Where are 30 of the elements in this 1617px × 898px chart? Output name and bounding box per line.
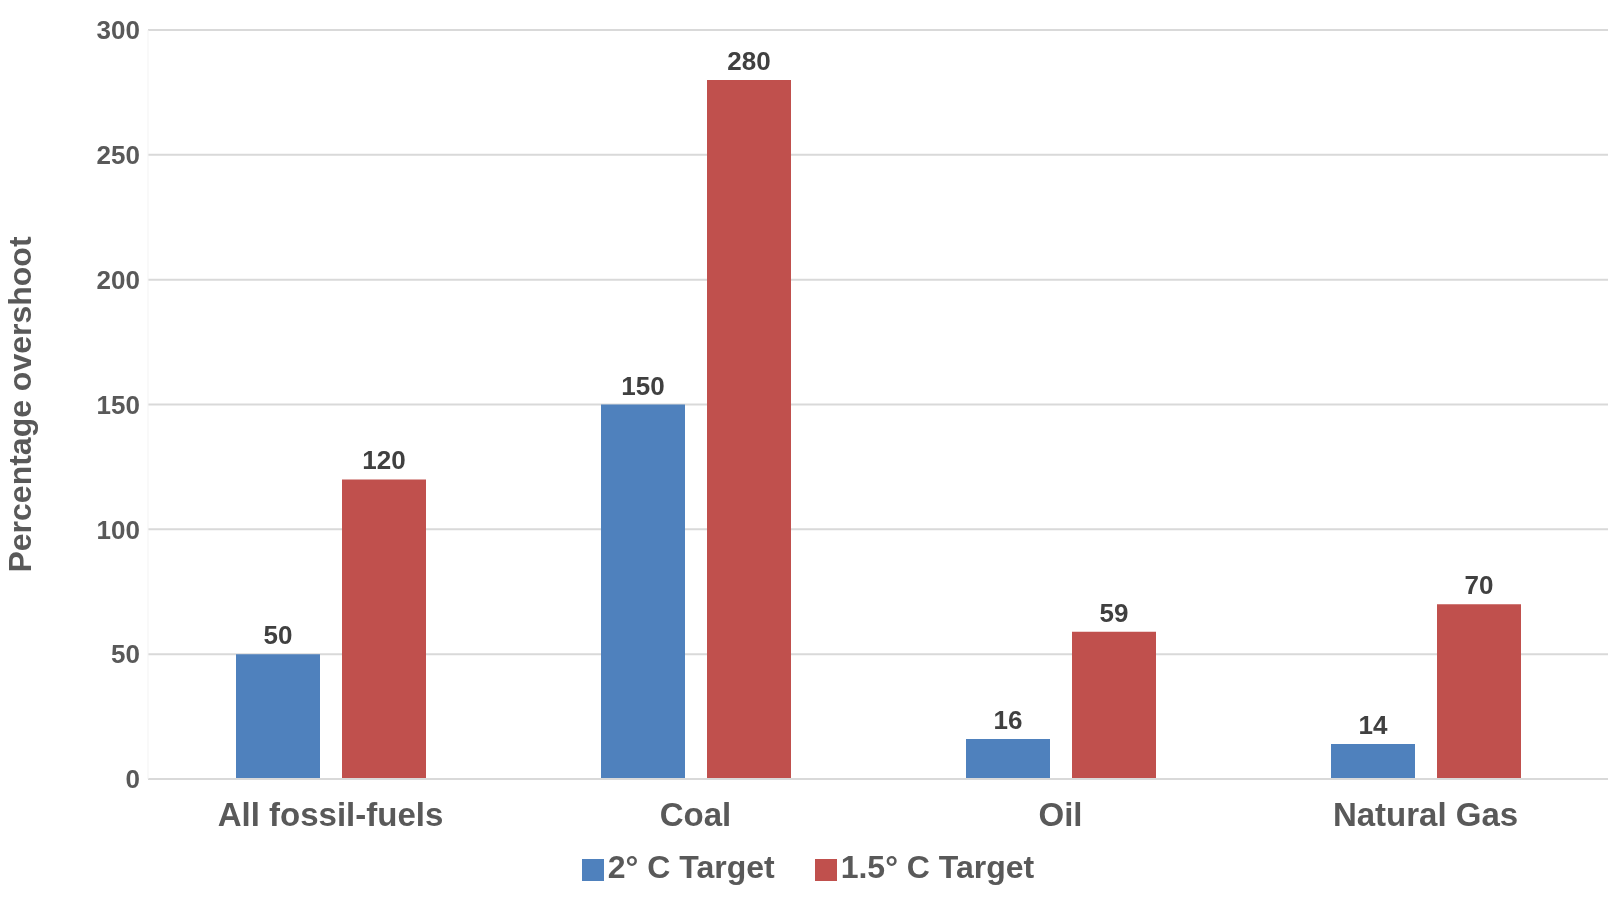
x-tick-label: All fossil-fuels xyxy=(217,796,444,834)
y-tick-label: 200 xyxy=(96,264,140,295)
data-label: 16 xyxy=(993,705,1023,736)
y-tick-label: 0 xyxy=(125,764,140,795)
data-label: 280 xyxy=(727,45,771,76)
y-axis-title: Percentage overshoot xyxy=(2,236,39,573)
legend-label: 1.5° C Target xyxy=(840,849,1035,885)
x-tick-label: Natural Gas xyxy=(1332,796,1519,834)
x-tick-label: Coal xyxy=(659,796,732,834)
data-label: 120 xyxy=(362,445,406,476)
bar xyxy=(1072,631,1156,779)
data-label: 70 xyxy=(1464,570,1494,601)
bar xyxy=(966,739,1050,779)
bar xyxy=(707,79,791,779)
data-label: 50 xyxy=(263,620,293,651)
legend-label: 2° C Target xyxy=(607,849,775,885)
y-tick-label: 150 xyxy=(96,389,140,420)
y-tick-label: 50 xyxy=(111,639,140,670)
x-tick-label: Oil xyxy=(1038,796,1083,834)
bar xyxy=(342,479,426,779)
bar xyxy=(236,654,320,779)
bar xyxy=(1331,744,1415,779)
data-label: 59 xyxy=(1099,597,1129,628)
y-tick-label: 250 xyxy=(96,140,140,171)
data-label: 14 xyxy=(1358,710,1388,741)
bar xyxy=(1437,604,1521,779)
bar xyxy=(601,404,685,779)
y-tick-label: 100 xyxy=(96,514,140,545)
data-label: 150 xyxy=(621,370,665,401)
y-tick-label: 300 xyxy=(96,15,140,46)
